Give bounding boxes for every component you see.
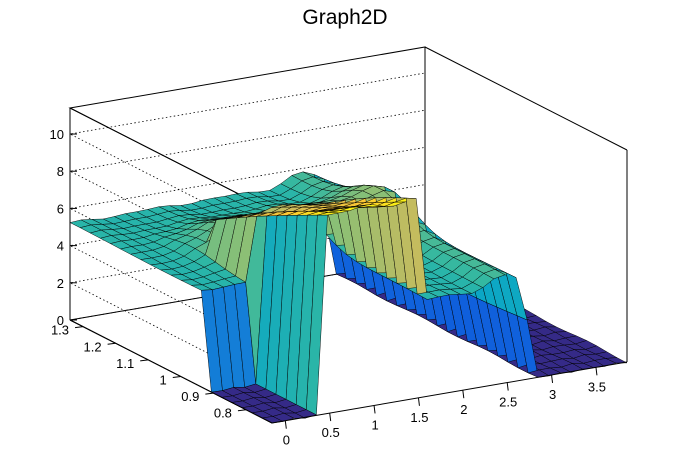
chart-title: Graph2D	[302, 6, 387, 29]
y-tick-label: 1.3	[51, 323, 69, 338]
x-tick	[329, 413, 332, 422]
y-tick	[74, 326, 84, 329]
x-axis-line	[271, 361, 628, 424]
z-tick-label: 10	[50, 127, 64, 142]
x-tick-label: 1.5	[410, 410, 428, 425]
z-tick-label: 6	[57, 201, 64, 216]
top-right-edge	[424, 46, 628, 151]
y-tick-label: 1	[160, 372, 167, 387]
y-tick	[205, 392, 214, 395]
x-tick	[551, 374, 554, 384]
x-tick-label: 0.5	[322, 425, 340, 440]
z-tick-label: 2	[57, 276, 64, 291]
x-tick	[506, 382, 509, 391]
z-tick-label: 4	[57, 239, 64, 254]
y-tick	[140, 359, 149, 362]
x-tick	[595, 367, 598, 376]
y-tick-label: 1.1	[116, 356, 134, 371]
front-axes	[69, 108, 628, 429]
x-tick-label: 2	[460, 402, 467, 417]
x-tick-label: 2.5	[499, 395, 517, 410]
y-axis-line	[69, 319, 273, 424]
x-tick-label: 1	[371, 417, 378, 432]
surface-mesh	[69, 171, 628, 424]
y-tick	[172, 375, 181, 378]
x-tick	[284, 420, 287, 429]
x-tick-label: 3.5	[588, 379, 606, 394]
y-tick-label: 0.8	[214, 406, 232, 421]
y-tick-label: 0.9	[181, 389, 199, 404]
y-tick	[237, 409, 246, 412]
x-tick	[417, 397, 420, 406]
x-tick-label: 0	[283, 433, 290, 448]
y-tick-label: 1.2	[84, 339, 102, 354]
x-tick	[462, 390, 465, 399]
x-tick	[373, 405, 376, 414]
y-tick	[107, 342, 116, 345]
x-tick-label: 3	[549, 387, 556, 402]
z-tick-label: 0	[57, 313, 64, 328]
z-tick-label: 8	[57, 164, 64, 179]
